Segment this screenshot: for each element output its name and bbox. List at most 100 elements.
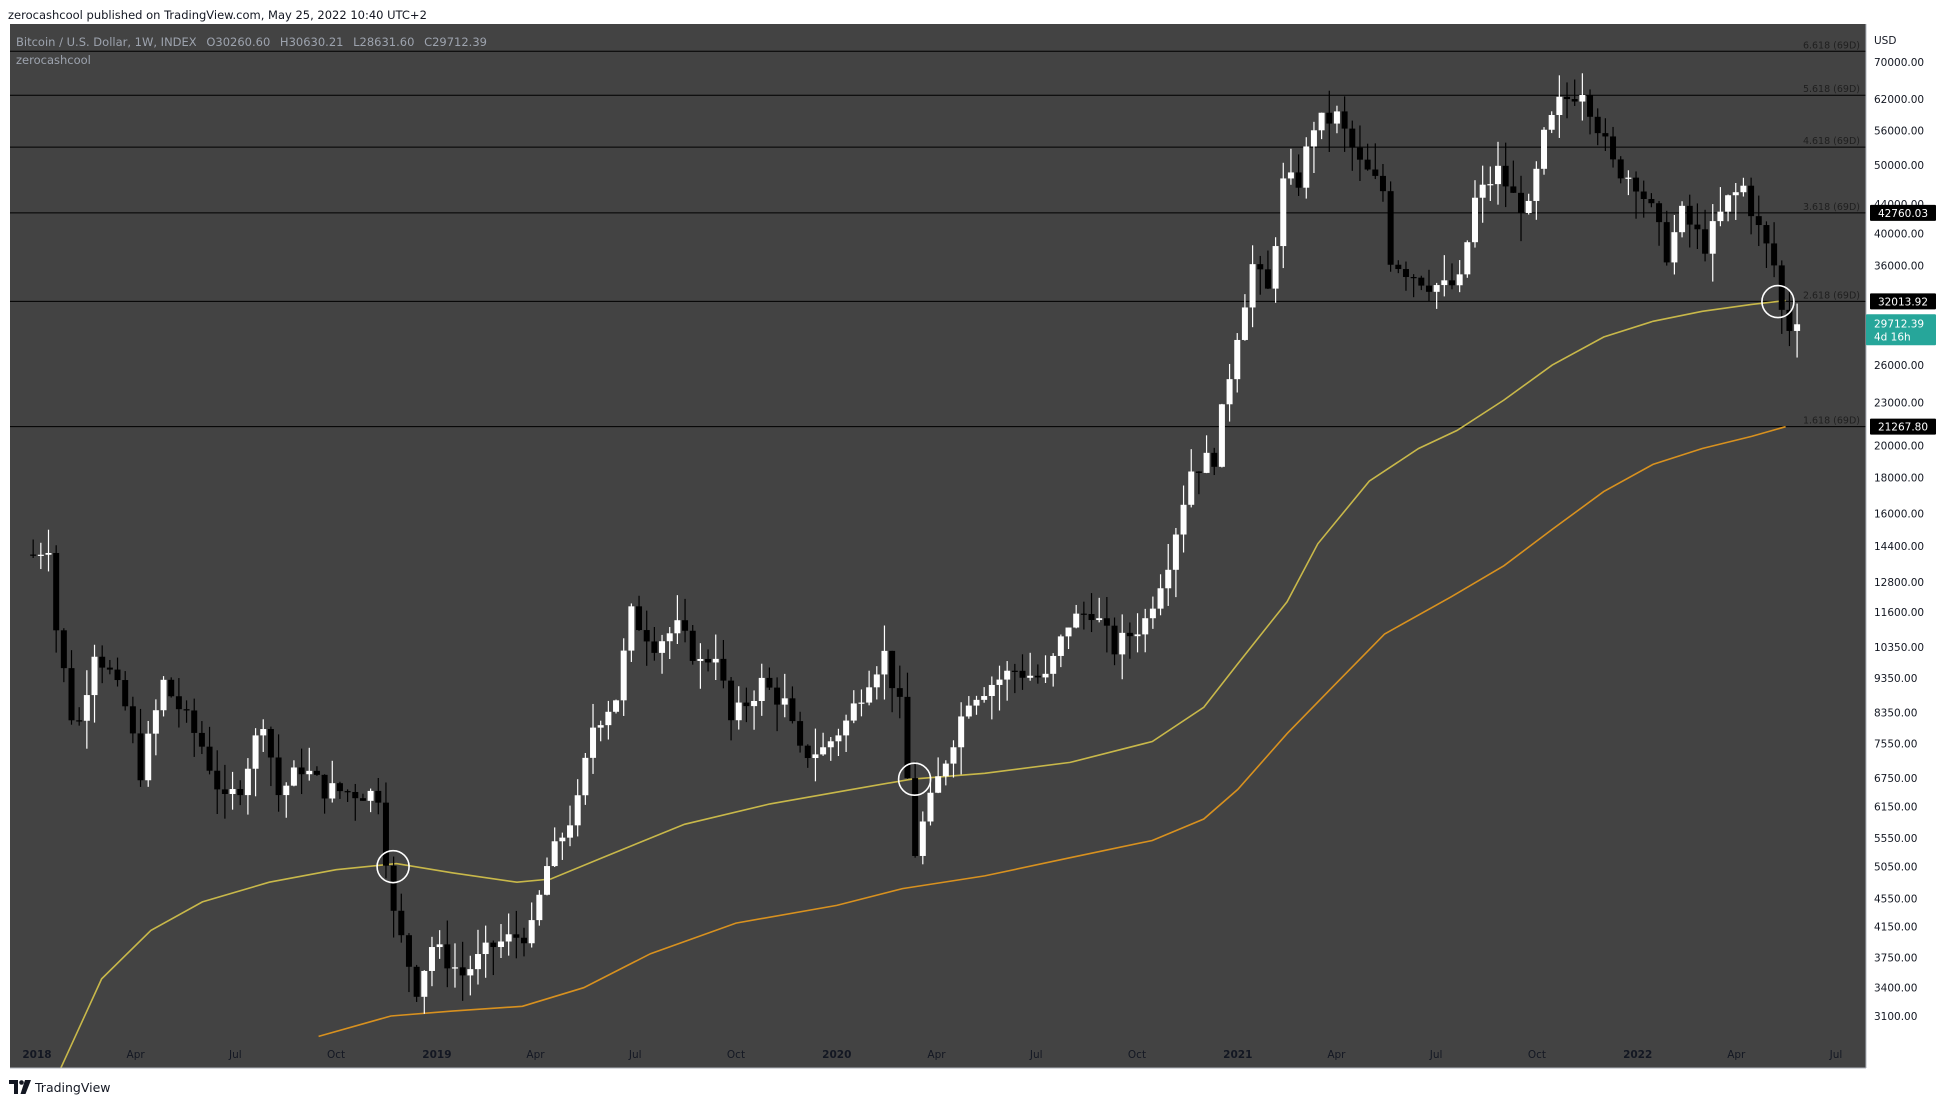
candle-up xyxy=(1533,168,1540,201)
candle-up xyxy=(674,620,681,634)
candle-up xyxy=(1142,618,1149,635)
candle-down xyxy=(1349,128,1356,148)
candle-up xyxy=(1234,339,1241,380)
candle-up xyxy=(428,947,435,971)
candle-down xyxy=(1763,225,1770,244)
current-price-countdown: 4d 16h xyxy=(1874,331,1911,343)
candle-down xyxy=(766,677,773,688)
price-tick-label: 3750.00 xyxy=(1874,953,1917,965)
price-tick-label: 18000.00 xyxy=(1874,473,1924,485)
candle-down xyxy=(1195,471,1202,473)
candle-up xyxy=(628,606,635,651)
legend-low-label: L xyxy=(353,35,360,49)
candle-down xyxy=(1410,277,1417,279)
candle-down xyxy=(1034,675,1041,678)
fib-price-badge xyxy=(1870,418,1936,435)
candle-down xyxy=(390,865,397,911)
price-axis-background xyxy=(1866,24,1940,1068)
time-axis[interactable]: 2018 Apr Jul Oct 2019 Apr Jul Oct 2020 Apr Jul Oct 2… xyxy=(10,1049,1866,1078)
candle-up xyxy=(152,710,159,734)
fib-price-badge xyxy=(1870,204,1936,221)
candle-up xyxy=(497,941,504,948)
candle-down xyxy=(68,668,75,721)
candle-up xyxy=(145,733,152,781)
price-tick-label: 56000.00 xyxy=(1874,125,1924,137)
candle-down xyxy=(1088,614,1095,621)
candle-up xyxy=(1732,192,1739,196)
time-axis-background xyxy=(10,1068,1866,1078)
candle-down xyxy=(1648,198,1655,204)
candle-down xyxy=(774,687,781,705)
candle-up xyxy=(45,553,52,555)
candle-down xyxy=(1011,670,1018,672)
candle-up xyxy=(1165,569,1172,589)
candle-up xyxy=(306,770,313,775)
candle-down xyxy=(1326,112,1333,124)
candle-down xyxy=(1019,670,1026,678)
candle-up xyxy=(988,684,995,697)
chart-pane-background[interactable] xyxy=(10,24,1866,1068)
candle-down xyxy=(129,706,136,734)
candle-down xyxy=(1111,625,1118,655)
candle-down xyxy=(651,641,658,653)
candle-down xyxy=(643,630,650,642)
candle-down xyxy=(459,967,466,976)
price-tick-label: 4150.00 xyxy=(1874,922,1917,934)
candle-up xyxy=(1134,634,1141,637)
legend-indicator: zerocashcool xyxy=(16,53,91,67)
fib-level-label: 3.618 (69D) xyxy=(1803,202,1860,213)
candle-down xyxy=(1640,191,1647,199)
candle-up xyxy=(613,700,620,712)
candle-up xyxy=(958,716,965,748)
candle-down xyxy=(636,606,643,631)
candle-up xyxy=(1794,324,1801,331)
candle-down xyxy=(689,630,696,661)
time-tick-label: Jul xyxy=(1429,1049,1443,1061)
candle-down xyxy=(743,702,750,707)
candle-up xyxy=(950,747,957,764)
candle-up xyxy=(1065,627,1072,637)
candle-down xyxy=(720,658,727,681)
price-tick-label: 14400.00 xyxy=(1874,541,1924,553)
price-tick-label: 4550.00 xyxy=(1874,894,1917,906)
time-tick-label: 2022 xyxy=(1623,1049,1652,1061)
price-tick-label: 5550.00 xyxy=(1874,833,1917,845)
fib-price-badge-label: 32013.92 xyxy=(1878,296,1928,308)
time-tick-label: Jul xyxy=(1829,1049,1843,1061)
candle-up xyxy=(590,727,597,758)
candle-down xyxy=(336,783,343,792)
candle-up xyxy=(260,729,267,736)
legend-open: 30260.60 xyxy=(215,35,270,49)
candle-down xyxy=(1663,222,1670,263)
candle-up xyxy=(551,841,558,867)
price-axis[interactable]: USD 3100.00 3400.00 3750.00 4150.00 4550.00 5… xyxy=(1865,24,1940,1068)
price-tick-label: 20000.00 xyxy=(1874,440,1924,452)
candle-up xyxy=(544,866,551,895)
fib-level-label: 4.618 (69D) xyxy=(1803,136,1860,147)
candle-up xyxy=(1541,129,1548,169)
candle-up xyxy=(1717,211,1724,222)
time-tick-label: Jul xyxy=(628,1049,642,1061)
candle-down xyxy=(183,709,190,711)
legend: Bitcoin / U.S. Dollar, 1W, INDEX O30260.… xyxy=(16,35,487,67)
candle-up xyxy=(83,695,90,721)
moving-averages xyxy=(59,299,1786,1071)
candle-up xyxy=(1333,111,1340,124)
price-tick-label: 12800.00 xyxy=(1874,577,1924,589)
candle-up xyxy=(1057,636,1064,656)
candle-up xyxy=(850,703,857,721)
candle-up xyxy=(1096,618,1103,621)
tradingview-brand: TradingView xyxy=(35,1079,111,1095)
price-tick-label: 6750.00 xyxy=(1874,773,1917,785)
candle-up xyxy=(1471,197,1478,243)
candle-down xyxy=(1080,613,1087,615)
candle-up xyxy=(567,825,574,838)
time-tick-label: 2018 xyxy=(22,1049,51,1061)
time-tick-label: 2020 xyxy=(822,1049,851,1061)
candle-up xyxy=(597,725,604,728)
time-tick-label: Oct xyxy=(327,1049,345,1061)
ma-short-line xyxy=(59,299,1786,1071)
candle-up xyxy=(735,702,742,721)
time-tick-label: Oct xyxy=(1128,1049,1146,1061)
